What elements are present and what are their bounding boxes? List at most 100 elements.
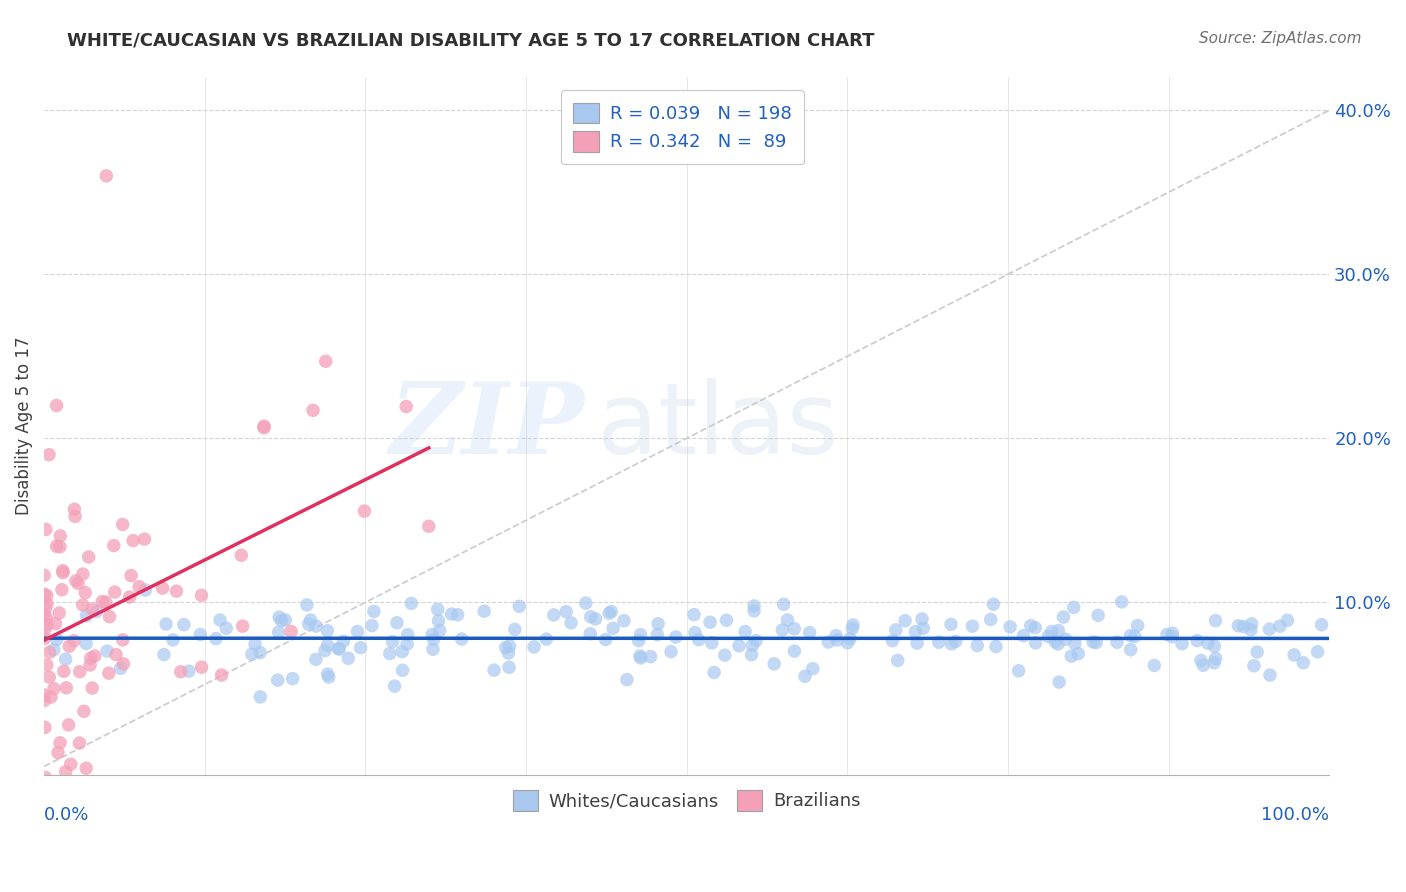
Point [1123,630,1146,644]
Point [1185,633,1208,648]
Point [776,613,799,627]
Point [1143,658,1166,673]
Point [783,622,806,636]
Point [422,642,444,657]
Text: 0.0%: 0.0% [44,806,90,824]
Point [96,644,118,658]
Point [332,634,354,648]
Point [783,644,806,658]
Text: ZIP: ZIP [389,377,583,475]
Point [839,632,862,646]
Point [1025,636,1047,650]
Point [1111,595,1133,609]
Point [34,623,56,637]
Point [426,602,449,616]
Point [1119,629,1142,643]
Point [772,597,794,611]
Point [34,632,56,646]
Point [298,617,321,632]
Point [1054,632,1077,647]
Point [35,589,58,603]
Point [337,651,360,665]
Point [155,617,177,632]
Point [1085,635,1108,649]
Point [647,627,669,641]
Point [700,636,723,650]
Point [96,169,118,183]
Point [48,606,70,620]
Point [640,649,662,664]
Point [315,354,337,368]
Point [1240,616,1263,631]
Point [1007,664,1029,678]
Point [316,638,339,652]
Point [1268,619,1291,633]
Point [58,718,80,732]
Point [360,618,382,632]
Point [314,643,336,657]
Point [1232,619,1254,633]
Point [253,421,276,435]
Point [208,613,231,627]
Point [34,601,56,615]
Legend: Whites/Caucasians, Brazilians: Whites/Caucasians, Brazilians [505,782,868,818]
Point [1081,635,1104,649]
Point [503,623,526,637]
Point [328,641,350,656]
Point [1045,634,1067,648]
Point [683,625,706,640]
Point [446,607,468,622]
Point [1306,645,1329,659]
Point [1060,649,1083,664]
Point [1024,621,1046,635]
Point [120,568,142,582]
Point [103,539,125,553]
Y-axis label: Disability Age 5 to 17: Disability Age 5 to 17 [15,337,32,516]
Point [240,647,263,661]
Point [55,652,77,666]
Point [884,623,907,637]
Point [472,604,495,618]
Point [38,645,60,659]
Point [630,651,652,665]
Point [647,616,669,631]
Point [742,599,765,613]
Point [1046,637,1069,651]
Point [38,448,60,462]
Point [269,610,291,624]
Point [911,612,934,626]
Point [498,646,520,660]
Point [688,632,710,647]
Point [49,540,72,554]
Point [1197,636,1219,650]
Point [894,614,917,628]
Point [763,657,786,671]
Point [249,646,271,660]
Point [110,661,132,675]
Text: Source: ZipAtlas.com: Source: ZipAtlas.com [1198,31,1361,46]
Point [980,612,1002,626]
Text: atlas: atlas [596,377,838,475]
Point [34,688,56,702]
Point [741,648,763,662]
Point [295,598,318,612]
Point [427,614,450,628]
Point [1161,630,1184,644]
Point [38,670,60,684]
Point [35,617,58,632]
Point [1227,618,1250,632]
Point [79,657,101,672]
Point [49,529,72,543]
Point [1246,645,1268,659]
Point [346,624,368,639]
Point [1258,622,1281,636]
Point [983,597,1005,611]
Point [32,587,55,601]
Point [523,640,546,654]
Point [122,533,145,548]
Point [215,621,238,635]
Point [318,670,340,684]
Point [543,607,565,622]
Point [770,623,793,637]
Point [177,664,200,678]
